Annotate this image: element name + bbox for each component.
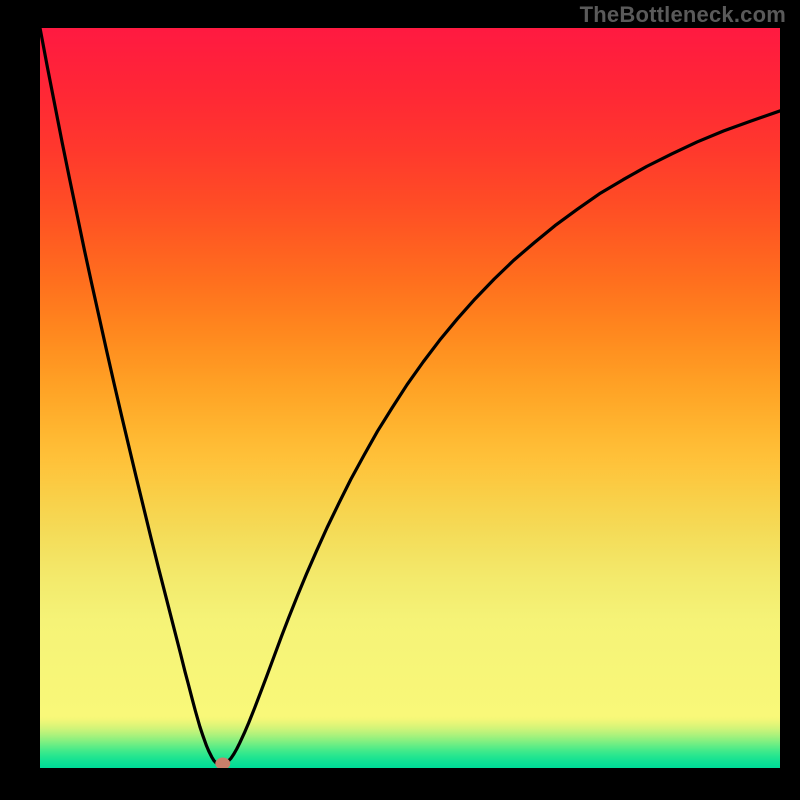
plot-area <box>40 28 780 768</box>
gradient-background <box>40 28 780 768</box>
plot-svg <box>40 28 780 768</box>
watermark-text: TheBottleneck.com <box>580 2 786 28</box>
chart-outer-frame: TheBottleneck.com <box>0 0 800 800</box>
